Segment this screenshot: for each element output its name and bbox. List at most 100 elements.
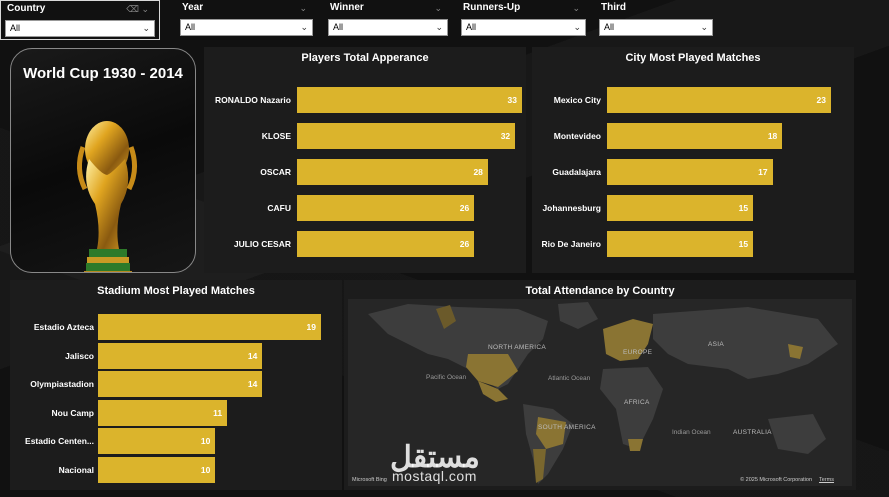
stadiums-bar[interactable]: 10	[98, 456, 216, 483]
players-bar-row[interactable]: RONALDO Nazario 33	[204, 87, 526, 113]
players-bar-label: KLOSE	[261, 131, 291, 141]
watermark-arabic: مستقل	[390, 441, 480, 474]
mexico-shape[interactable]	[478, 381, 508, 402]
chevron-down-icon: ⌄	[700, 22, 708, 32]
players-bar-row[interactable]: CAFU 26	[204, 195, 526, 221]
map-panel: Total Attendance by Country NORTH AM	[344, 280, 856, 490]
players-bar-row[interactable]: OSCAR 28	[204, 159, 526, 185]
cities-bar-value: 15	[738, 239, 749, 249]
chevron-down-icon: ⌄	[300, 22, 308, 32]
players-bar[interactable]: 26	[297, 231, 475, 257]
cities-bar-row[interactable]: Montevideo 18	[532, 123, 854, 149]
cities-bar-label: Johannesburg	[542, 203, 601, 213]
chevron-down-icon: ⌄	[435, 22, 443, 32]
players-bar-label: CAFU	[267, 203, 291, 213]
australia-shape	[768, 414, 826, 454]
label-asia: ASIA	[708, 341, 725, 348]
map-terms-link[interactable]: Terms	[819, 477, 834, 483]
world-map[interactable]: NORTH AMERICA SOUTH AMERICA EUROPE ASIA …	[348, 299, 852, 486]
label-north-america: NORTH AMERICA	[488, 344, 546, 351]
players-bar-label: RONALDO Nazario	[214, 95, 291, 105]
chevron-down-icon: ⌄	[299, 3, 307, 13]
slicer-year-value: All	[185, 22, 196, 32]
players-bar-label: OSCAR	[260, 167, 291, 177]
players-bar[interactable]: 26	[297, 195, 475, 221]
argentina-shape[interactable]	[533, 449, 546, 483]
stadiums-bar-row[interactable]: Nacional 10	[10, 456, 342, 483]
stadiums-bar-row[interactable]: Nou Camp 11	[10, 399, 342, 426]
players-title: Players Total Apperance	[301, 52, 429, 64]
stadiums-bar[interactable]: 14	[98, 342, 263, 369]
label-indian: Indian Ocean	[672, 429, 711, 436]
slicer-country-label: Country	[7, 3, 46, 14]
cities-bar-label: Rio De Janeiro	[541, 239, 601, 249]
stadiums-bar-row[interactable]: Estadio Centen... 10	[10, 428, 342, 454]
cities-bar[interactable]: 15	[607, 231, 754, 257]
cities-bar-row[interactable]: Guadalajara 17	[532, 159, 854, 185]
stadiums-bar[interactable]: 10	[98, 428, 216, 454]
players-bar-row[interactable]: JULIO CESAR 26	[204, 231, 526, 257]
slicer-third[interactable]: Third All ⌄	[599, 0, 713, 36]
cities-bar[interactable]: 18	[607, 123, 783, 149]
stadiums-bar-label: Olympiastadion	[30, 379, 94, 389]
slicer-year-label: Year	[182, 2, 204, 13]
slicer-country-dropdown[interactable]: All ⌄	[5, 20, 155, 37]
slicer-third-value: All	[604, 22, 615, 32]
trophy-card-title: World Cup 1930 - 2014	[23, 65, 183, 82]
stadiums-bar-label: Estadio Azteca	[33, 322, 94, 332]
japan-korea-shape[interactable]	[788, 344, 803, 359]
slicer-winner-label: Winner	[330, 2, 364, 13]
cities-bar-label: Guadalajara	[552, 167, 601, 177]
stadiums-bar-row[interactable]: Estadio Azteca 19	[10, 314, 342, 340]
south-africa-shape[interactable]	[628, 439, 643, 451]
slicer-winner-dropdown[interactable]: All ⌄	[328, 19, 448, 36]
europe-shape[interactable]	[603, 319, 653, 361]
cities-bar[interactable]: 23	[607, 87, 831, 113]
cities-bar-row[interactable]: Mexico City 23	[532, 87, 854, 113]
cities-bar[interactable]: 15	[607, 195, 754, 221]
stadiums-bar-row[interactable]: Olympiastadion 14	[10, 371, 342, 397]
cities-bar-row[interactable]: Rio De Janeiro 15	[532, 231, 854, 257]
eraser-icon[interactable]: ⌫ ⌄	[126, 4, 149, 14]
slicer-year[interactable]: Year ⌄ All ⌄	[180, 0, 313, 36]
slicer-winner[interactable]: Winner ⌄ All ⌄	[328, 0, 448, 36]
stadiums-bar-label: Estadio Centen...	[25, 436, 94, 446]
brazil-shape[interactable]	[536, 417, 566, 449]
stadiums-bar-value: 10	[200, 464, 211, 475]
players-bar-row[interactable]: KLOSE 32	[204, 123, 526, 149]
players-bar[interactable]: 28	[297, 159, 488, 185]
stadiums-bar-label: Jalisco	[65, 350, 94, 361]
bing-logo-text: Microsoft Bing	[352, 477, 387, 483]
slicer-runners-up[interactable]: Runners-Up ⌄ All ⌄	[461, 0, 586, 36]
cities-bar-row[interactable]: Johannesburg 15	[532, 195, 854, 221]
world-cup-trophy-icon	[77, 121, 137, 272]
asia-shape	[653, 307, 838, 379]
label-australia: AUSTRALIA	[733, 429, 772, 436]
stadiums-bar[interactable]: 14	[98, 371, 263, 397]
players-bar[interactable]: 33	[297, 87, 522, 113]
usa-shape[interactable]	[466, 354, 518, 387]
players-bar-value: 32	[500, 131, 511, 141]
label-south-america: SOUTH AMERICA	[538, 424, 596, 431]
stadiums-bar[interactable]: 19	[98, 314, 321, 340]
greenland-shape	[558, 302, 598, 329]
stadiums-bar-label: Nou Camp	[51, 407, 95, 418]
stadiums-bar[interactable]: 11	[98, 399, 228, 426]
map-title: Total Attendance by Country	[525, 285, 675, 297]
slicer-year-dropdown[interactable]: All ⌄	[180, 19, 313, 36]
africa-shape	[600, 367, 663, 449]
cities-bar[interactable]: 17	[607, 159, 773, 185]
players-panel: Players Total Apperance RONALDO Nazario 3…	[204, 47, 526, 273]
cities-bar-label: Mexico City	[553, 95, 601, 105]
players-bar[interactable]: 32	[297, 123, 516, 149]
cities-bar-label: Montevideo	[553, 131, 601, 141]
map-copyright: © 2025 Microsoft Corporation	[740, 477, 812, 483]
slicer-country[interactable]: Country ⌫ ⌄ All ⌄	[0, 0, 160, 40]
label-atlantic: Atlantic Ocean	[548, 375, 591, 382]
players-bar-label: JULIO CESAR	[233, 239, 291, 249]
stadiums-title: Stadium Most Played Matches	[97, 285, 255, 297]
slicer-third-dropdown[interactable]: All ⌄	[599, 19, 713, 36]
chevron-down-icon: ⌄	[572, 3, 580, 13]
stadiums-bar-row[interactable]: Jalisco 14	[10, 342, 342, 369]
slicer-runners-up-dropdown[interactable]: All ⌄	[461, 19, 586, 36]
